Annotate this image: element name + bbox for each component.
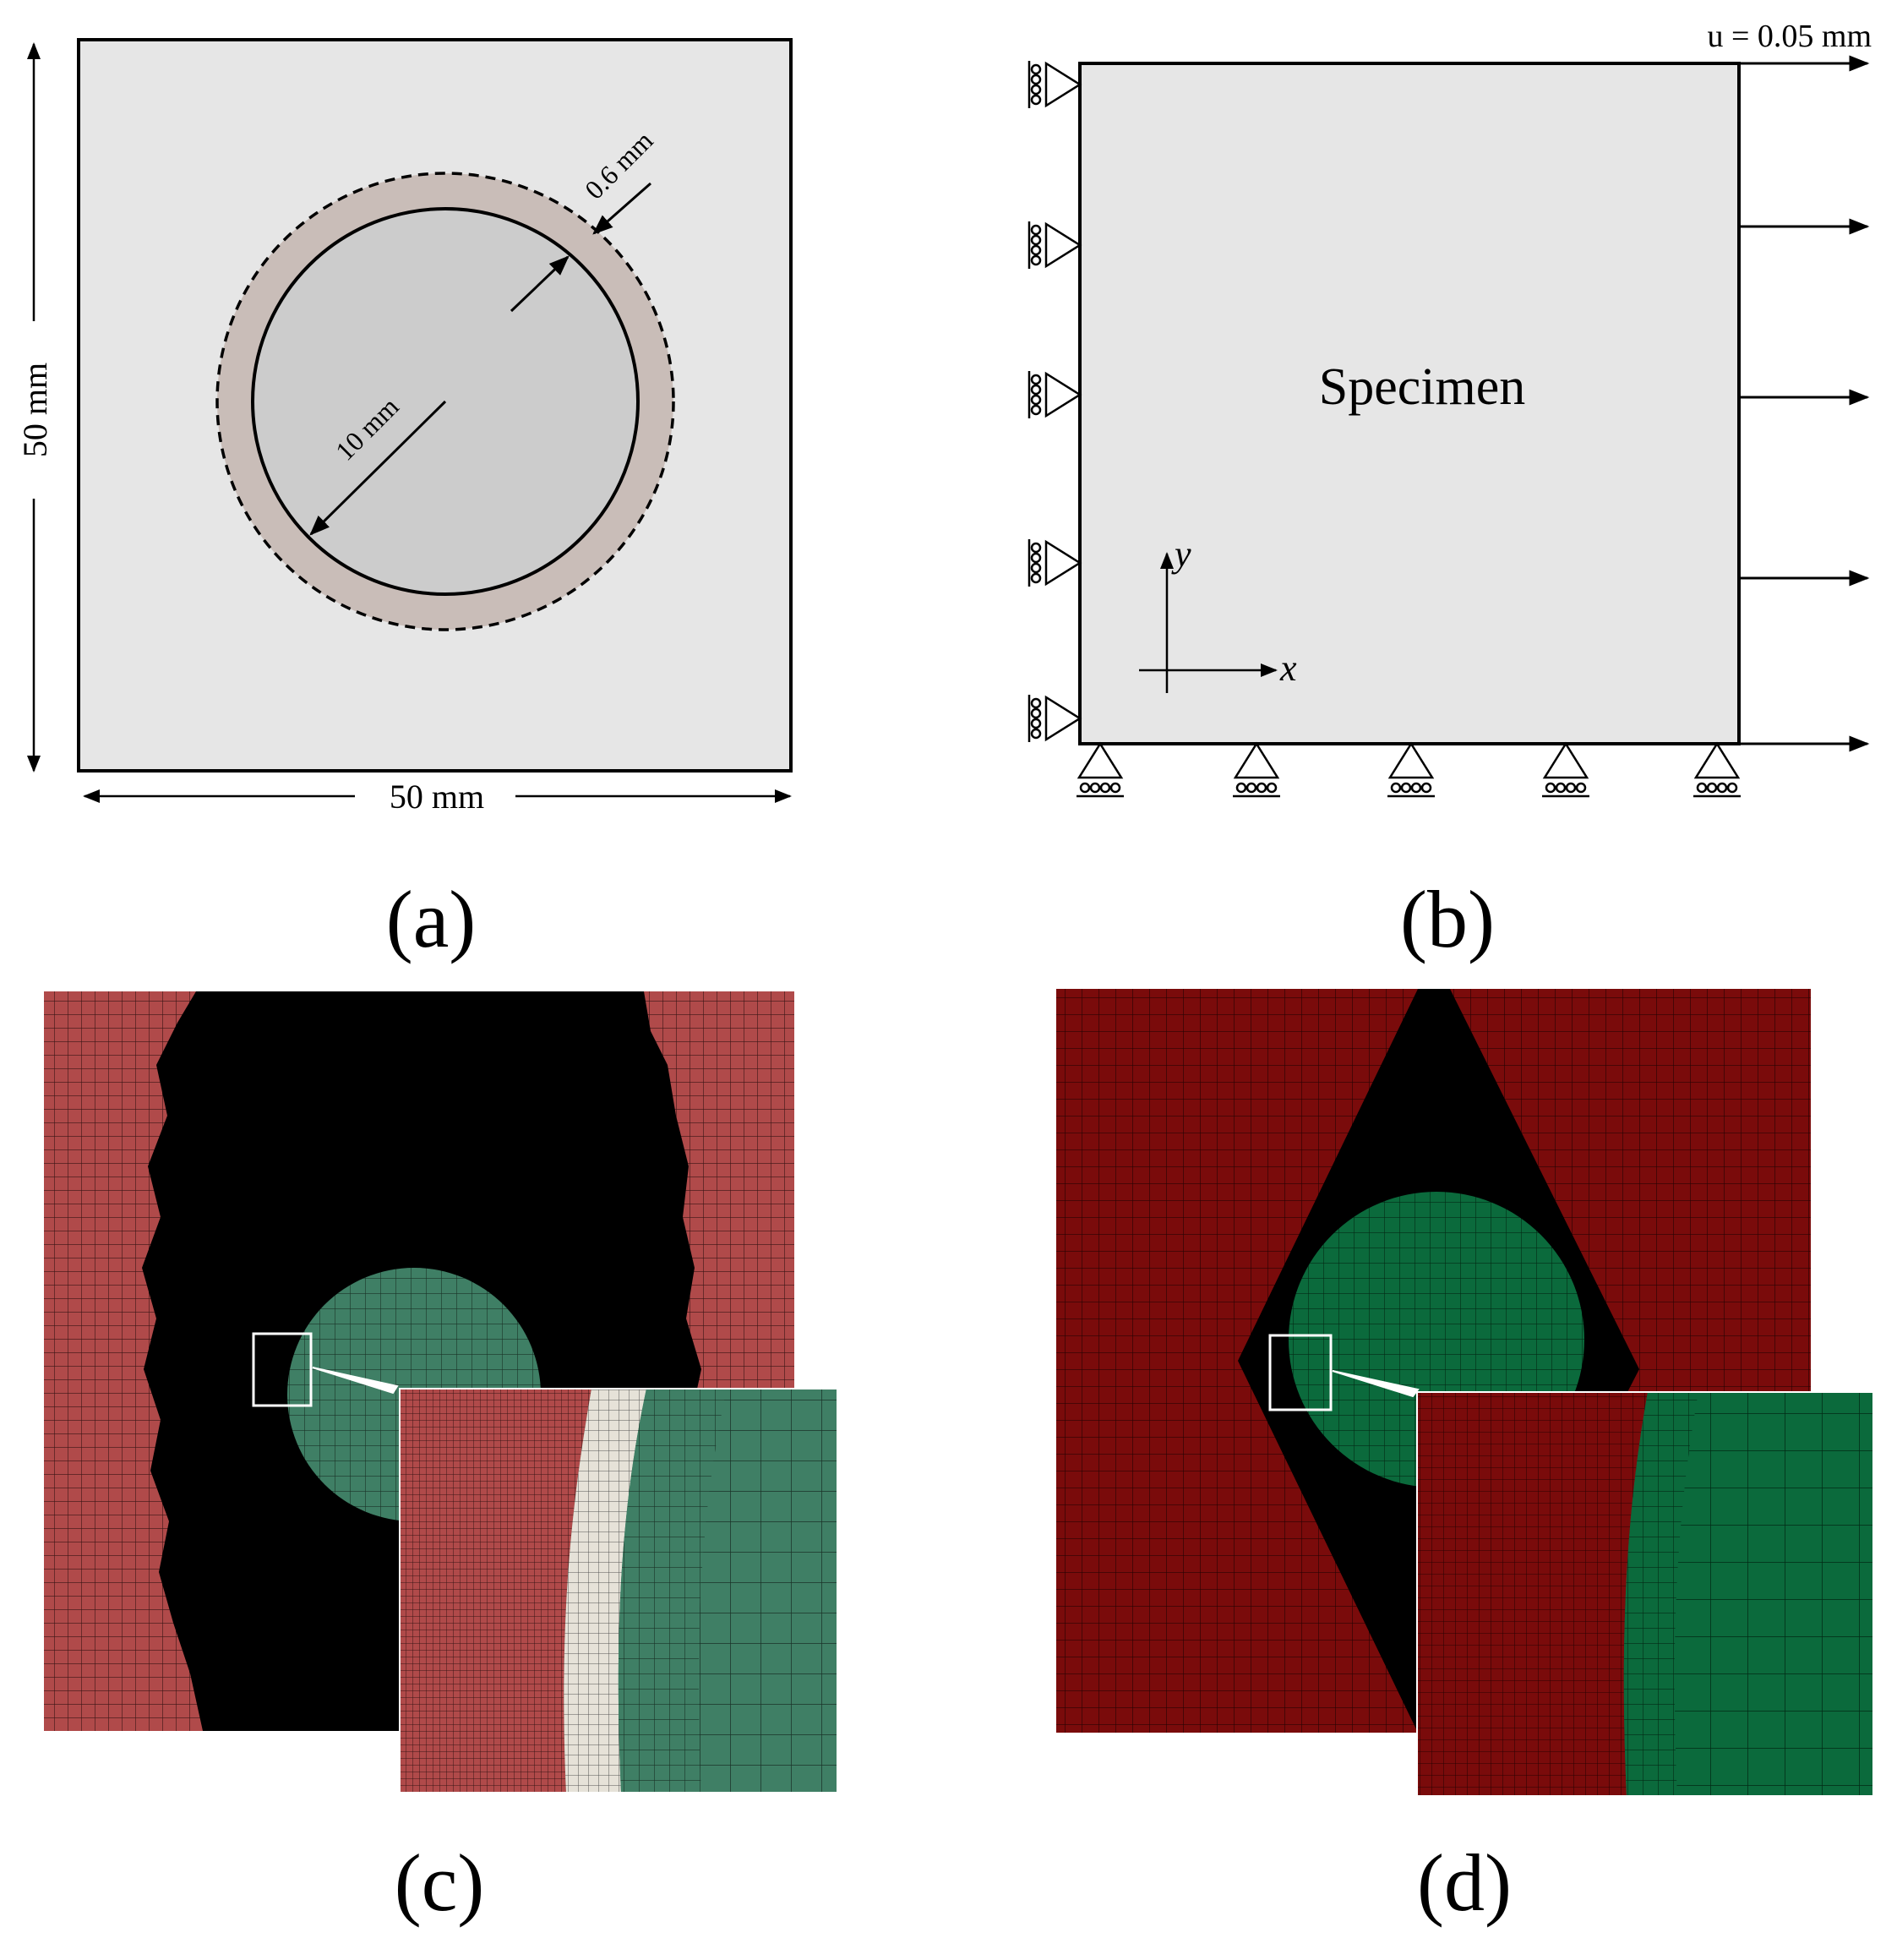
panel-b: Specimen u = 0.05 mm bbox=[1027, 19, 1872, 798]
panel-c bbox=[44, 991, 838, 1793]
bottom-roller-support bbox=[1542, 741, 1589, 798]
zoom-box-c bbox=[252, 1332, 313, 1407]
left-supports bbox=[1027, 61, 1082, 742]
left-roller-support bbox=[1027, 61, 1082, 108]
inset-c bbox=[399, 1388, 838, 1793]
zoom-pointer-d bbox=[1332, 1370, 1420, 1398]
zoom-pointer-c bbox=[312, 1367, 399, 1395]
thickness-arrow-inner bbox=[510, 255, 570, 313]
caption-b: (b) bbox=[1400, 874, 1495, 964]
y-axis-label: y bbox=[1171, 533, 1191, 575]
panel-a: 50 mm 50 mm 10 mm 0.6 mm bbox=[16, 38, 793, 816]
caption-c: (c) bbox=[395, 1837, 485, 1928]
specimen-plate bbox=[1078, 62, 1741, 745]
left-roller-support bbox=[1027, 539, 1082, 587]
panel-d bbox=[1056, 989, 1874, 1797]
bottom-roller-support bbox=[1693, 741, 1741, 798]
height-label: 50 mm bbox=[16, 363, 54, 457]
radius-arrow bbox=[309, 400, 447, 536]
bottom-supports bbox=[1077, 741, 1741, 798]
left-roller-support bbox=[1027, 695, 1082, 742]
left-roller-support bbox=[1027, 221, 1082, 269]
load-label: u = 0.05 mm bbox=[1707, 19, 1872, 54]
caption-d: (d) bbox=[1417, 1837, 1512, 1928]
bottom-roller-support bbox=[1233, 741, 1280, 798]
specimen-label: Specimen bbox=[1319, 358, 1526, 416]
caption-a: (a) bbox=[386, 874, 477, 964]
inset-d bbox=[1416, 1391, 1874, 1797]
x-axis-label: x bbox=[1279, 647, 1297, 689]
zoom-box-d bbox=[1268, 1334, 1333, 1411]
bottom-roller-support bbox=[1077, 741, 1124, 798]
left-roller-support bbox=[1027, 371, 1082, 418]
width-label: 50 mm bbox=[390, 778, 484, 816]
bottom-roller-support bbox=[1387, 741, 1435, 798]
thickness-arrow-outer bbox=[592, 182, 651, 235]
